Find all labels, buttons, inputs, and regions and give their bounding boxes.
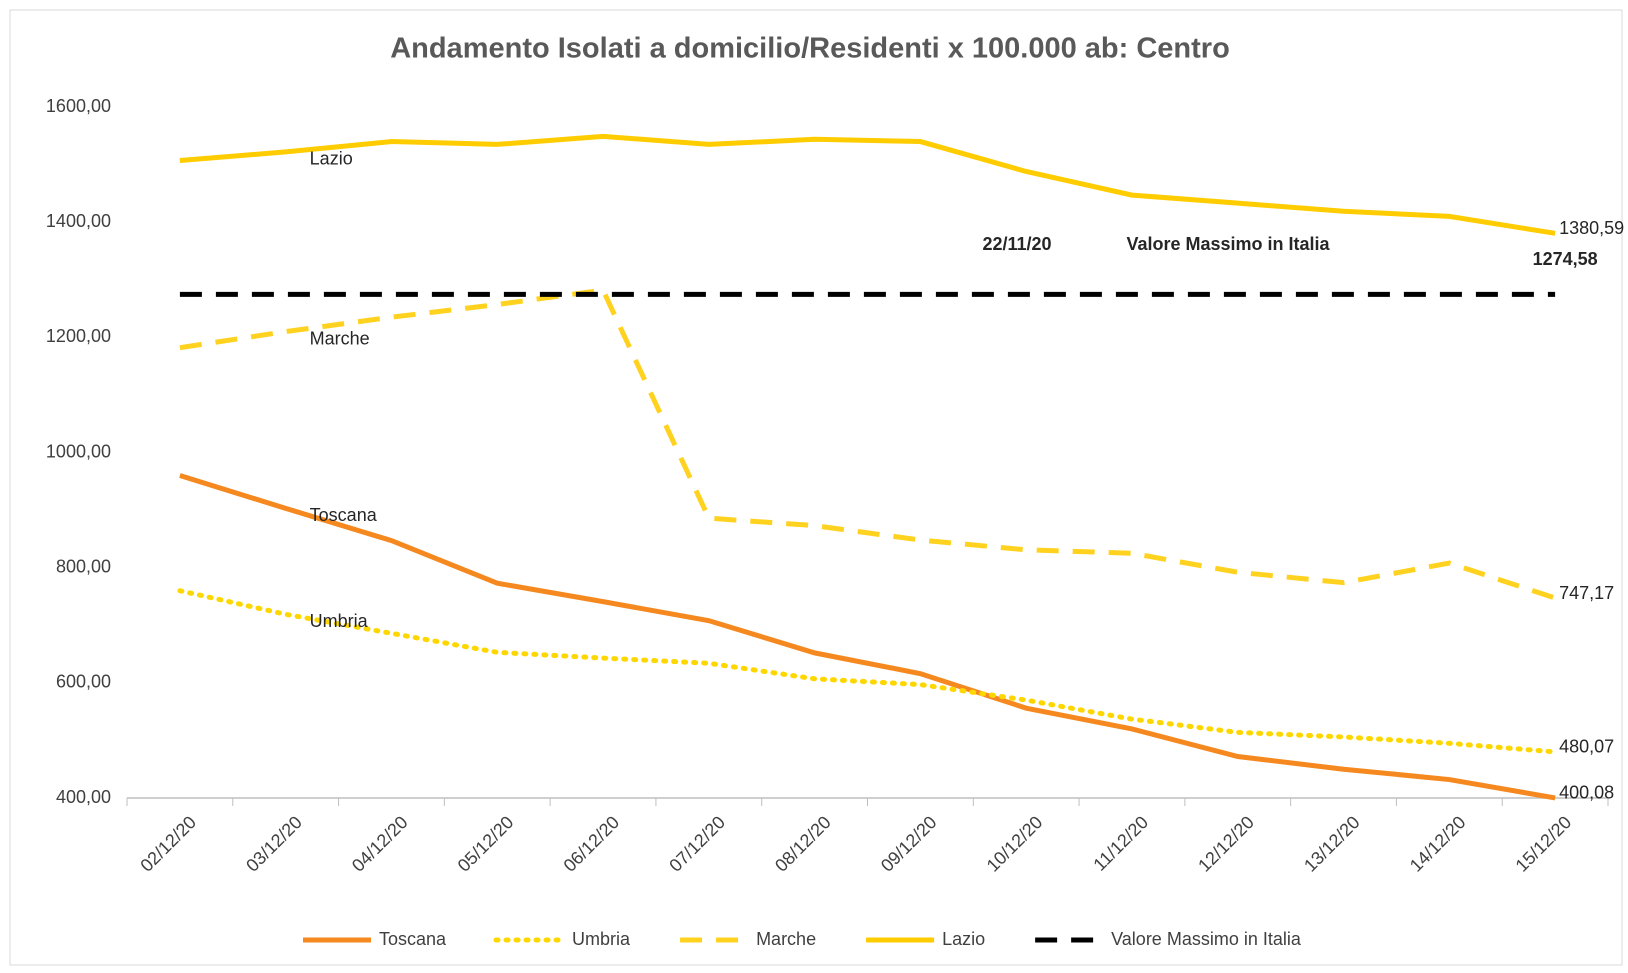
legend-label: Marche [756,929,816,949]
series-line [177,588,1558,755]
value-label: 1380,59 [1559,218,1624,238]
series-label: Umbria [310,611,369,631]
series-label: Lazio [310,149,353,169]
annotation: Valore Massimo in Italia [1126,234,1330,254]
series-line [179,287,1556,601]
y-tick-label: 600,00 [56,672,111,692]
y-tick-label: 1000,00 [46,441,111,461]
y-tick-label: 400,00 [56,787,111,807]
series-line [179,473,1556,801]
value-label: 400,08 [1559,783,1614,803]
y-tick-label: 1400,00 [46,211,111,231]
series-line [179,133,1556,236]
series-label: Marche [310,328,370,348]
legend-label: Lazio [942,929,985,949]
legend-label: Valore Massimo in Italia [1111,929,1302,949]
value-label: 480,07 [1559,737,1614,757]
chart-title: Andamento Isolati a domicilio/Residenti … [390,33,1230,65]
series-label: Toscana [310,505,378,525]
y-tick-label: 1600,00 [46,96,111,116]
legend-label: Toscana [379,929,447,949]
value-label: 747,17 [1559,583,1614,603]
value-label: 1274,58 [1533,249,1598,269]
chart-frame [9,9,1623,966]
y-tick-label: 800,00 [56,556,111,576]
annotation: 22/11/20 [982,234,1051,254]
legend-label: Umbria [572,929,631,949]
y-tick-label: 1200,00 [46,326,111,346]
